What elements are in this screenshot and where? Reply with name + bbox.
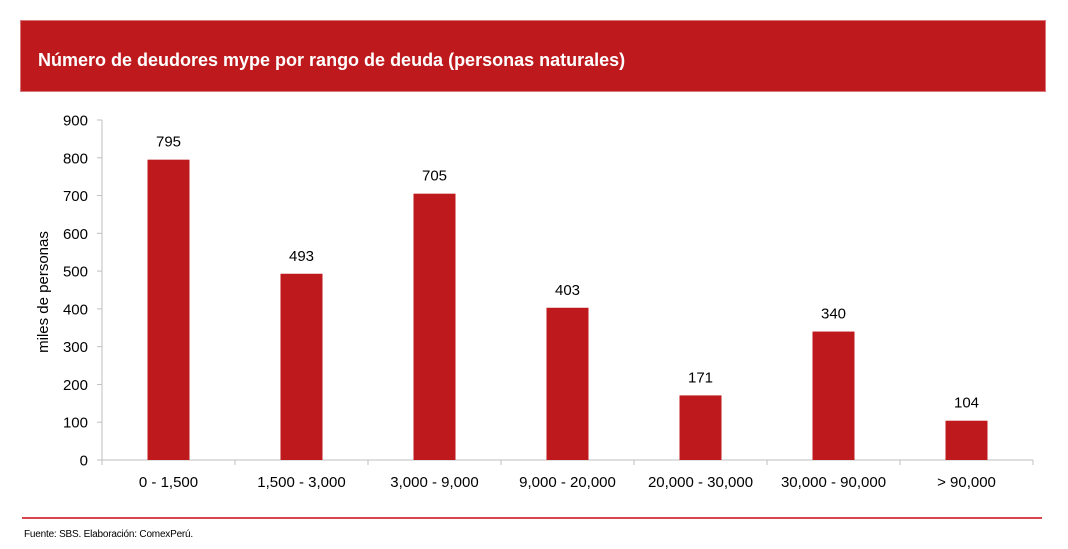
y-tick-label: 100: [63, 415, 88, 432]
source-note: Fuente: SBS. Elaboración: ComexPerú.: [24, 529, 194, 540]
data-label: 171: [688, 369, 713, 386]
x-tick-label: 20,000 - 30,000: [648, 474, 753, 491]
bars: [147, 159, 988, 460]
x-tick-label: 9,000 - 20,000: [519, 474, 616, 491]
x-tick-label: 1,500 - 3,000: [257, 474, 345, 491]
y-axis: 0 100 200 300 400 500 600 700 800 900: [63, 113, 103, 470]
bar: [945, 420, 988, 460]
footer-divider: [22, 517, 1042, 519]
data-label: 104: [954, 395, 979, 412]
bar: [679, 395, 722, 460]
data-label: 493: [289, 248, 314, 265]
data-label: 795: [156, 134, 181, 151]
data-labels: 795 493 705 403 171 340 104: [156, 134, 979, 412]
x-tick-label: 30,000 - 90,000: [781, 474, 886, 491]
chart-title: Número de deudores mype por rango de deu…: [38, 50, 626, 70]
data-label: 340: [821, 306, 846, 323]
y-tick-label: 0: [80, 453, 88, 470]
y-tick-label: 500: [63, 264, 88, 281]
data-label: 705: [422, 168, 447, 185]
y-tick-label: 300: [63, 339, 88, 356]
y-tick-label: 400: [63, 301, 88, 318]
x-tick-label: 0 - 1,500: [139, 474, 198, 491]
bar: [546, 307, 589, 460]
y-tick-label: 600: [63, 226, 88, 243]
y-axis-label: miles de personas: [35, 231, 52, 353]
y-tick-label: 800: [63, 150, 88, 167]
x-tick-label: 3,000 - 9,000: [390, 474, 478, 491]
chart-title-banner: Número de deudores mype por rango de deu…: [20, 20, 1046, 92]
data-label: 403: [555, 282, 580, 299]
bar: [413, 193, 456, 460]
x-tick-label: > 90,000: [937, 474, 996, 491]
y-tick-label: 900: [63, 113, 88, 130]
bar: [280, 273, 323, 460]
bar: [147, 159, 190, 460]
x-axis: 0 - 1,500 1,500 - 3,000 3,000 - 9,000 9,000…: [101, 459, 1034, 491]
y-tick-label: 700: [63, 188, 88, 205]
bar: [812, 331, 855, 460]
y-tick-label: 200: [63, 377, 88, 394]
